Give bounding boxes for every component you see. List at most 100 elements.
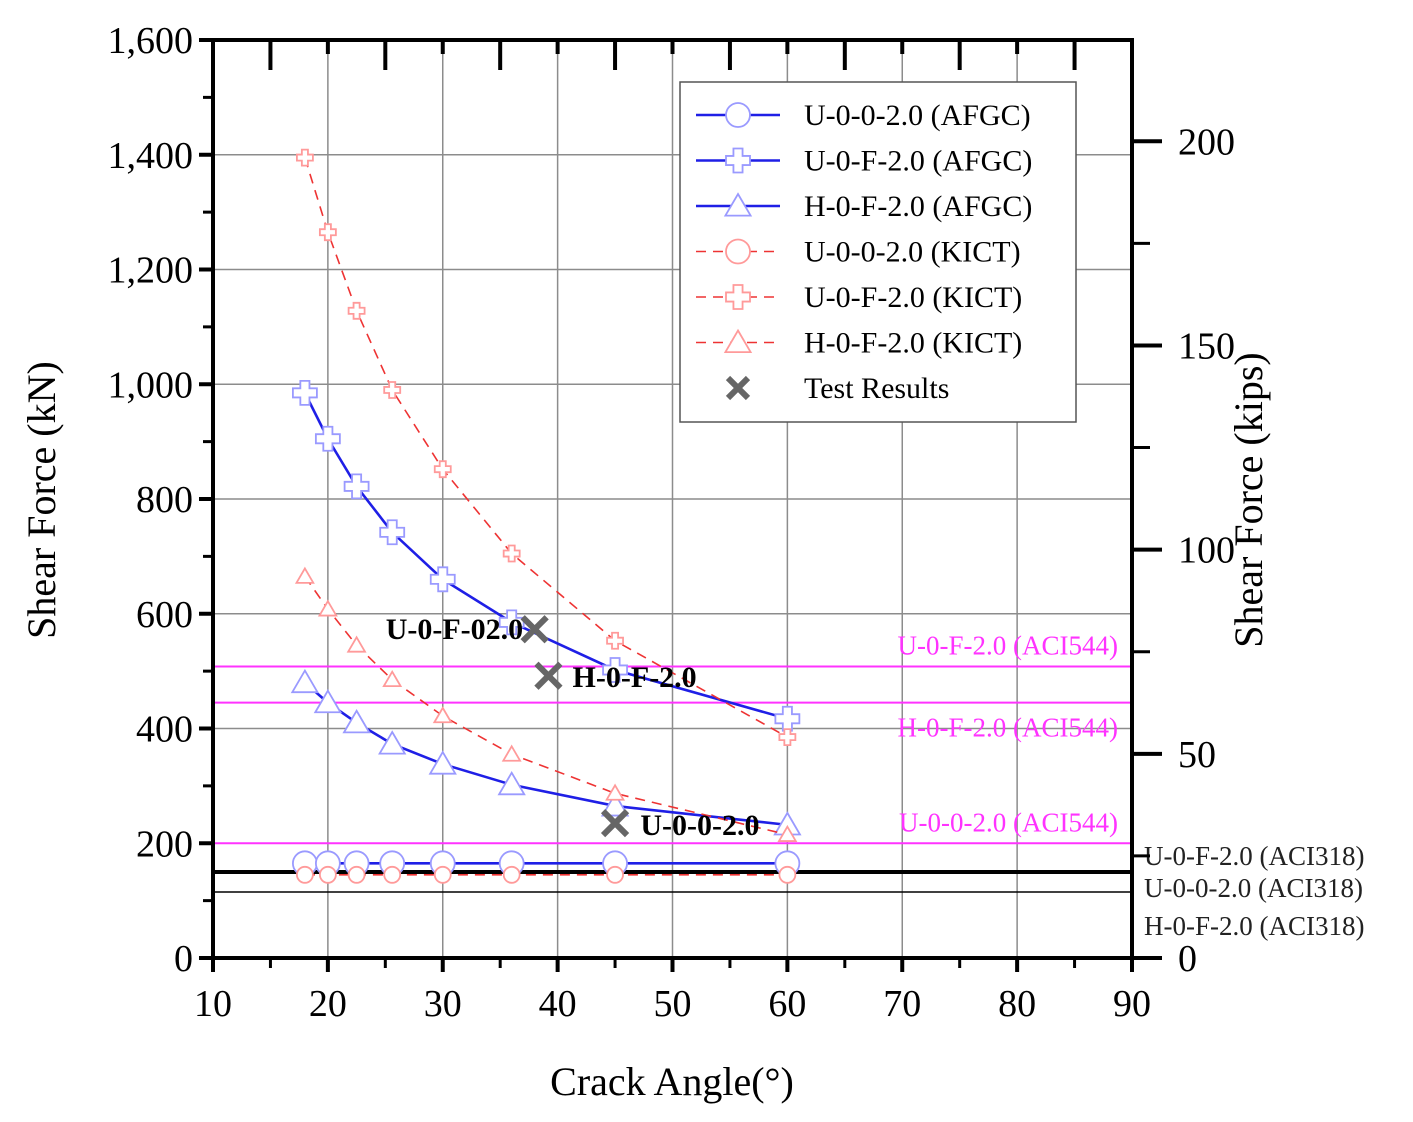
series-line	[304, 157, 788, 738]
data-point	[777, 824, 798, 842]
data-point	[294, 566, 315, 584]
data-point	[346, 635, 367, 653]
data-point	[433, 865, 452, 884]
data-point	[600, 792, 630, 817]
y-tick-label: 1,600	[108, 20, 194, 62]
data-point	[296, 148, 314, 167]
y2-tick-label: 0	[1178, 938, 1197, 980]
y2-tick-label: 150	[1178, 325, 1235, 367]
data-point	[383, 381, 402, 399]
legend-marker	[725, 102, 751, 128]
y2-tick-label: 200	[1178, 121, 1235, 163]
data-point	[379, 519, 406, 546]
data-point	[606, 631, 624, 650]
data-point	[428, 750, 457, 775]
legend-label: U-0-F-2.0 (AFGC)	[804, 145, 1032, 178]
data-point	[520, 615, 549, 644]
y2-axis-title: Shear Force (kips)	[1226, 352, 1271, 647]
data-point	[318, 865, 337, 884]
ref-line-label: H-0-F-2.0 (ACI544)	[898, 713, 1118, 743]
data-point	[313, 688, 343, 714]
y-tick-label: 0	[174, 938, 193, 980]
data-point	[342, 708, 371, 734]
data-point	[534, 661, 563, 690]
reference-lines: U-0-F-2.0 (ACI544) H-0-F-2.0 (ACI544) U-0-…	[213, 631, 1364, 941]
series-line	[304, 681, 788, 827]
y-axis-title: Shear Force (kN)	[19, 361, 64, 639]
legend-marker	[725, 284, 751, 310]
data-point	[429, 566, 456, 593]
data-point	[433, 460, 452, 479]
legend-marker	[725, 375, 751, 401]
data-point	[318, 223, 337, 242]
legend-marker	[725, 147, 751, 174]
y-tick-label: 800	[136, 479, 193, 521]
data-point	[600, 809, 630, 838]
y-tick-label: 1,000	[108, 364, 194, 406]
legend-marker	[723, 328, 753, 353]
data-point	[606, 865, 624, 884]
x-tick-label: 70	[883, 983, 921, 1025]
annotation-label: U-0-0-2.0	[640, 809, 759, 842]
data-point	[347, 865, 366, 884]
legend-label: H-0-F-2.0 (AFGC)	[804, 190, 1032, 223]
y-tick-label: 1,400	[108, 135, 194, 177]
data-point	[378, 730, 407, 755]
data-point	[502, 544, 521, 563]
ref-line-label: U-0-0-2.0 (ACI544)	[899, 807, 1118, 837]
ref-line-label: U-0-0-2.0 (ACI318)	[1144, 873, 1363, 903]
data-point	[774, 705, 801, 732]
data-point	[292, 379, 318, 406]
data-point	[602, 657, 628, 683]
x-tick-label: 50	[654, 983, 692, 1025]
x-tick-label: 80	[998, 983, 1036, 1025]
data-point	[432, 706, 453, 724]
y-tick-label: 200	[136, 823, 193, 865]
annotation-label: H-0-F-2.0	[573, 661, 697, 694]
legend-label: H-0-F-2.0 (KICT)	[804, 327, 1022, 360]
data-point	[382, 669, 403, 688]
data-point	[343, 473, 370, 500]
y-tick-label: 600	[136, 594, 193, 636]
data-point	[502, 865, 521, 884]
data-series	[290, 148, 802, 884]
x-tick-label: 10	[194, 983, 232, 1025]
legend-label: U-0-0-2.0 (KICT)	[804, 236, 1021, 269]
data-point	[778, 865, 797, 884]
data-point	[778, 728, 797, 747]
x-tick-label: 60	[768, 983, 806, 1025]
annotations: U-0-F-02.0 H-0-F-2.0 U-0-0-2.0	[386, 613, 760, 842]
series-line	[304, 575, 788, 836]
data-point	[290, 668, 320, 694]
data-point	[498, 609, 525, 636]
data-point	[314, 425, 341, 452]
data-point	[501, 744, 522, 762]
data-point	[383, 865, 402, 884]
data-point	[497, 770, 526, 796]
data-point	[295, 865, 314, 884]
y2-tick-label: 50	[1178, 734, 1216, 776]
y-tick-label: 400	[136, 709, 193, 751]
legend-label: U-0-0-2.0 (AFGC)	[804, 99, 1031, 132]
legend-marker	[725, 238, 751, 265]
legend-label: U-0-F-2.0 (KICT)	[804, 281, 1022, 314]
x-axis-title: Crack Angle(°)	[550, 1059, 794, 1104]
x-tick-label: 30	[424, 983, 462, 1025]
ref-line-label: U-0-F-2.0 (ACI318)	[1144, 841, 1364, 871]
legend: U-0-0-2.0 (AFGC) U-0-F-2.0 (AFGC) H-0-F-2.…	[679, 81, 1077, 423]
y2-tick-label: 100	[1178, 530, 1235, 572]
x-tick-label: 40	[539, 983, 577, 1025]
ref-line-label: U-0-F-2.0 (ACI544)	[898, 631, 1118, 661]
legend-label: Test Results	[804, 372, 949, 405]
x-tick-label: 20	[309, 983, 347, 1025]
x-tick-label: 90	[1113, 983, 1151, 1025]
data-point	[317, 599, 338, 617]
annotation-label: U-0-F-02.0	[386, 613, 523, 646]
ref-line-label: H-0-F-2.0 (ACI318)	[1144, 911, 1364, 941]
legend-marker	[723, 192, 753, 217]
data-point	[347, 301, 366, 320]
y-tick-label: 1,200	[108, 250, 194, 292]
data-point	[605, 783, 626, 801]
axes: 10 20 30 40 50 60 70 80 90 0 200 400 600 800 1,000 1,20…	[108, 20, 1236, 1025]
